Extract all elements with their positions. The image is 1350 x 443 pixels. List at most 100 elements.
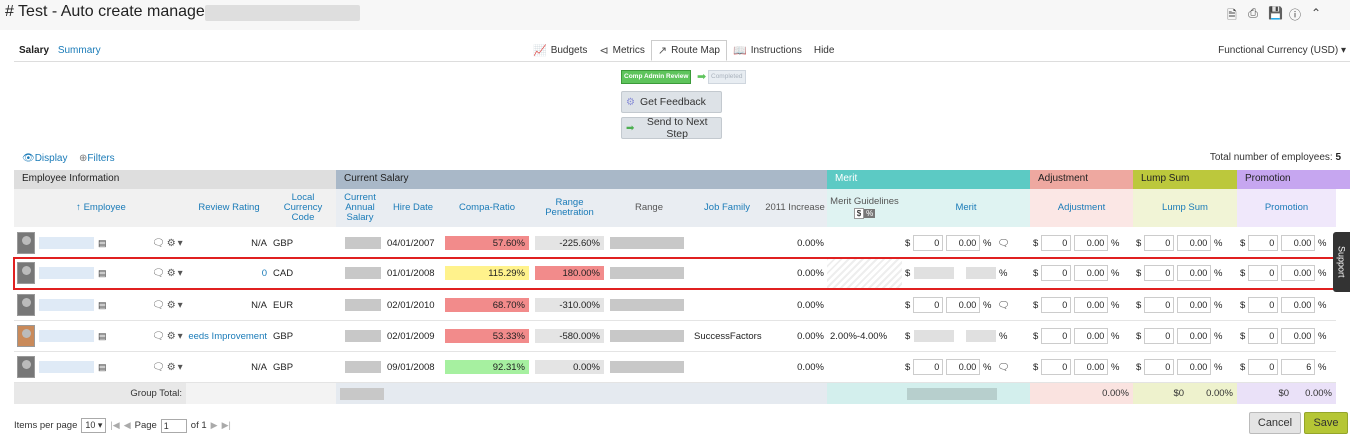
table-row[interactable]: ▤ 🗨 ⚙▾ N/A GBP 09/01/2008 92.31% 0.00% 0.… — [14, 352, 1336, 383]
tab-instructions[interactable]: 📖 Instructions — [727, 40, 808, 61]
merit-amount-input[interactable]: 0 — [913, 235, 944, 251]
comment-icon[interactable]: 🗨 — [997, 299, 1010, 311]
save-button[interactable]: Save — [1304, 412, 1348, 434]
adjustment-amount-input[interactable]: 0 — [1041, 359, 1072, 375]
employee-name-redacted[interactable] — [39, 330, 94, 342]
toggle-dollar[interactable]: $ — [853, 208, 865, 219]
comment-icon[interactable]: 🗨 — [152, 330, 167, 342]
merit-amount-input[interactable]: 0 — [913, 359, 944, 375]
review-rating[interactable]: 0 — [261, 267, 267, 279]
promotion-amount-input[interactable]: 0 — [1248, 328, 1279, 344]
lump-sum-amount-input[interactable]: 0 — [1144, 328, 1175, 344]
promotion-percent-input[interactable]: 0.00 — [1281, 297, 1316, 313]
employee-name-redacted[interactable] — [39, 267, 94, 279]
lump-sum-amount-input[interactable]: 0 — [1144, 265, 1175, 281]
promotion-amount-input[interactable]: 0 — [1248, 265, 1279, 281]
col-promotion[interactable]: Promotion — [1237, 189, 1336, 227]
col-lump-sum[interactable]: Lump Sum — [1133, 189, 1237, 227]
lump-sum-percent-input[interactable]: 0.00 — [1177, 328, 1212, 344]
id-card-icon[interactable]: ▤ — [98, 361, 107, 372]
adjustment-amount-input[interactable]: 0 — [1041, 328, 1072, 344]
col-review-rating[interactable]: Review Rating — [188, 189, 270, 227]
comment-icon[interactable]: 🗨 — [997, 237, 1010, 249]
table-row[interactable]: ▤ 🗨 ⚙▾ N/A GBP 04/01/2007 57.60% -225.60%… — [14, 228, 1336, 259]
tab-summary[interactable]: Summary — [57, 45, 101, 56]
adjustment-amount-input[interactable]: 0 — [1041, 235, 1072, 251]
promotion-amount-input[interactable]: 0 — [1248, 235, 1279, 251]
send-next-step-button[interactable]: ➡ Send to Next Step — [621, 116, 722, 140]
table-row[interactable]: ▤ 🗨 ⚙▾ 0 CAD 01/01/2008 115.29% 180.00% 0… — [13, 257, 1337, 290]
id-card-icon[interactable]: ▤ — [98, 237, 107, 248]
toggle-percent[interactable]: % — [864, 209, 876, 218]
comment-icon[interactable]: 🗨 — [152, 299, 167, 311]
col-range-penetration[interactable]: Range Penetration — [532, 189, 607, 227]
lump-sum-amount-input[interactable]: 0 — [1144, 359, 1175, 375]
comment-icon[interactable]: 🗨 — [997, 361, 1010, 373]
gear-icon[interactable]: ⚙▾ — [166, 330, 185, 342]
document-icon[interactable]: 🗎 — [1227, 8, 1237, 22]
first-page-icon[interactable]: |◀ — [110, 420, 120, 430]
merit-amount-input[interactable]: 0 — [913, 297, 944, 313]
merit-percent-input[interactable]: 0.00 — [946, 297, 981, 313]
promotion-amount-input[interactable]: 0 — [1248, 297, 1279, 313]
print-icon[interactable]: ⎙ — [1248, 6, 1258, 20]
comment-icon[interactable]: 🗨 — [152, 267, 167, 279]
col-local-currency[interactable]: Local Currency Code — [270, 189, 336, 227]
table-row[interactable]: ▤ 🗨 ⚙▾ Needs Improvement GBP 02/01/2009 5… — [14, 321, 1336, 352]
gear-icon[interactable]: ⚙▾ — [166, 267, 185, 279]
last-page-icon[interactable]: ▶| — [221, 420, 231, 430]
info-icon[interactable]: ⓘ — [1289, 8, 1302, 22]
table-row[interactable]: ▤ 🗨 ⚙▾ N/A EUR 02/01/2010 68.70% -310.00%… — [14, 290, 1336, 321]
lump-sum-percent-input[interactable]: 0.00 — [1177, 265, 1212, 281]
display-button[interactable]: 👁Display — [22, 153, 68, 164]
comment-icon[interactable]: 🗨 — [152, 361, 167, 373]
get-feedback-button[interactable]: ⚙ Get Feedback — [621, 91, 722, 113]
gear-icon[interactable]: ⚙▾ — [166, 299, 185, 311]
col-employee[interactable]: ↑ Employee — [14, 189, 188, 227]
employee-name-redacted[interactable] — [39, 237, 94, 249]
items-per-page-select[interactable]: 10 ▾ — [81, 418, 107, 433]
filters-button[interactable]: ⊕Filters — [79, 153, 115, 164]
tab-budgets[interactable]: 📈 Budgets — [527, 40, 593, 61]
employee-name-redacted[interactable] — [39, 299, 94, 311]
prev-page-icon[interactable]: ◀ — [123, 420, 131, 430]
col-compa-ratio[interactable]: Compa-Ratio — [442, 189, 532, 227]
tab-salary[interactable]: Salary — [19, 45, 50, 56]
gear-icon[interactable]: ⚙▾ — [166, 361, 185, 373]
lump-sum-percent-input[interactable]: 0.00 — [1177, 297, 1212, 313]
adjustment-amount-input[interactable]: 0 — [1041, 265, 1072, 281]
merit-percent-input[interactable]: 0.00 — [946, 235, 981, 251]
tab-route-map[interactable]: ↗ Route Map — [650, 40, 727, 61]
merit-percent-input[interactable]: 0.00 — [946, 359, 981, 375]
review-rating[interactable]: Needs Improvement — [188, 330, 267, 342]
col-merit[interactable]: Merit — [902, 189, 1030, 227]
promotion-percent-input[interactable]: 0.00 — [1281, 235, 1316, 251]
employee-name-redacted[interactable] — [39, 361, 94, 373]
page-input[interactable]: 1 — [160, 418, 187, 433]
col-current-salary[interactable]: Current Annual Salary — [336, 189, 384, 227]
tab-hide[interactable]: Hide — [808, 40, 841, 61]
tab-metrics[interactable]: ⊲ Metrics — [593, 40, 650, 61]
adjustment-percent-input[interactable]: 0.00 — [1074, 359, 1109, 375]
id-card-icon[interactable]: ▤ — [98, 267, 107, 278]
col-hire-date[interactable]: Hire Date — [384, 189, 442, 227]
promotion-percent-input[interactable]: 6 — [1281, 359, 1316, 375]
adjustment-percent-input[interactable]: 0.00 — [1074, 297, 1109, 313]
col-job-family[interactable]: Job Family — [691, 189, 763, 227]
currency-select[interactable]: Functional Currency (USD) ▾ — [1218, 45, 1346, 56]
chevron-up-icon[interactable]: ⌃ — [1310, 6, 1322, 20]
id-card-icon[interactable]: ▤ — [98, 299, 107, 310]
adjustment-percent-input[interactable]: 0.00 — [1074, 235, 1109, 251]
promotion-percent-input[interactable]: 0.00 — [1281, 265, 1316, 281]
lump-sum-amount-input[interactable]: 0 — [1144, 297, 1175, 313]
lump-sum-percent-input[interactable]: 0.00 — [1177, 235, 1212, 251]
gear-icon[interactable]: ⚙▾ — [166, 237, 185, 249]
cancel-button[interactable]: Cancel — [1249, 412, 1301, 434]
adjustment-amount-input[interactable]: 0 — [1041, 297, 1072, 313]
support-tab[interactable]: Support — [1333, 232, 1350, 292]
save-disk-icon[interactable]: 💾 — [1268, 6, 1283, 20]
lump-sum-percent-input[interactable]: 0.00 — [1177, 359, 1212, 375]
id-card-icon[interactable]: ▤ — [98, 330, 107, 341]
promotion-percent-input[interactable]: 0.00 — [1281, 328, 1316, 344]
adjustment-percent-input[interactable]: 0.00 — [1074, 328, 1109, 344]
